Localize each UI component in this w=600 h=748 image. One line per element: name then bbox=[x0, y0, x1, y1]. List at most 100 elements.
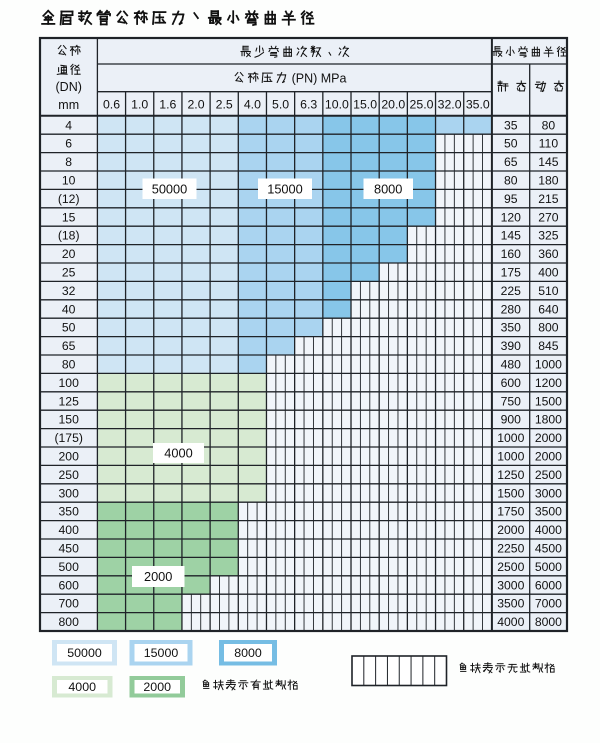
svg-text:400: 400 bbox=[59, 523, 80, 537]
svg-text:1.0: 1.0 bbox=[131, 98, 148, 112]
svg-text:500: 500 bbox=[59, 560, 80, 574]
svg-text:4500: 4500 bbox=[535, 542, 562, 556]
svg-text:2250: 2250 bbox=[497, 542, 524, 556]
svg-text:300: 300 bbox=[59, 486, 80, 500]
svg-text:4: 4 bbox=[65, 118, 72, 132]
svg-text:7000: 7000 bbox=[535, 597, 562, 611]
svg-text:6: 6 bbox=[65, 137, 72, 151]
svg-text:640: 640 bbox=[538, 302, 559, 316]
svg-text:2000: 2000 bbox=[535, 431, 562, 445]
svg-text:1750: 1750 bbox=[497, 505, 524, 519]
svg-text:50: 50 bbox=[62, 321, 76, 335]
svg-text:270: 270 bbox=[538, 210, 559, 224]
svg-text:3000: 3000 bbox=[535, 486, 562, 500]
svg-text:225: 225 bbox=[501, 284, 522, 298]
svg-text:32.0: 32.0 bbox=[438, 98, 462, 112]
svg-text:350: 350 bbox=[501, 321, 522, 335]
svg-text:15000: 15000 bbox=[267, 181, 303, 196]
svg-text:15: 15 bbox=[62, 210, 76, 224]
svg-text:1500: 1500 bbox=[497, 486, 524, 500]
svg-text:0.6: 0.6 bbox=[103, 98, 120, 112]
svg-text:20.0: 20.0 bbox=[381, 98, 405, 112]
svg-text:2500: 2500 bbox=[497, 560, 524, 574]
svg-text:1500: 1500 bbox=[535, 394, 562, 408]
svg-text:80: 80 bbox=[542, 118, 556, 132]
svg-text:(12): (12) bbox=[58, 192, 80, 206]
svg-text:390: 390 bbox=[501, 339, 522, 353]
svg-text:2.5: 2.5 bbox=[216, 98, 233, 112]
svg-text:5000: 5000 bbox=[535, 560, 562, 574]
svg-text:15.0: 15.0 bbox=[353, 98, 377, 112]
svg-text:8000: 8000 bbox=[374, 181, 402, 196]
svg-text:4000: 4000 bbox=[535, 523, 562, 537]
svg-text:360: 360 bbox=[538, 247, 559, 261]
svg-text:65: 65 bbox=[62, 339, 76, 353]
svg-text:(18): (18) bbox=[58, 229, 80, 243]
svg-text:10: 10 bbox=[62, 174, 76, 188]
svg-text:20: 20 bbox=[62, 247, 76, 261]
svg-text:6000: 6000 bbox=[535, 578, 562, 592]
svg-text:15000: 15000 bbox=[144, 646, 179, 660]
svg-text:325: 325 bbox=[538, 229, 559, 243]
svg-text:2000: 2000 bbox=[144, 569, 172, 584]
svg-text:1250: 1250 bbox=[497, 468, 524, 482]
svg-text:25: 25 bbox=[62, 266, 76, 280]
svg-text:80: 80 bbox=[504, 174, 518, 188]
svg-text:32: 32 bbox=[62, 284, 76, 298]
svg-text:700: 700 bbox=[59, 597, 80, 611]
svg-text:4000: 4000 bbox=[68, 680, 96, 694]
svg-text:845: 845 bbox=[538, 339, 559, 353]
svg-text:(DN): (DN) bbox=[56, 80, 82, 94]
svg-text:2.0: 2.0 bbox=[187, 98, 204, 112]
svg-text:2000: 2000 bbox=[497, 523, 524, 537]
svg-text:35: 35 bbox=[504, 118, 518, 132]
svg-text:2500: 2500 bbox=[535, 468, 562, 482]
svg-text:50: 50 bbox=[504, 137, 518, 151]
svg-text:215: 215 bbox=[538, 192, 559, 206]
svg-text:8: 8 bbox=[65, 155, 72, 169]
svg-text:175: 175 bbox=[501, 266, 522, 280]
svg-text:1000: 1000 bbox=[497, 431, 524, 445]
svg-text:480: 480 bbox=[501, 358, 522, 372]
svg-text:1200: 1200 bbox=[535, 376, 562, 390]
svg-text:1000: 1000 bbox=[535, 358, 562, 372]
svg-text:50000: 50000 bbox=[152, 181, 188, 196]
svg-text:4.0: 4.0 bbox=[244, 98, 261, 112]
svg-text:150: 150 bbox=[59, 413, 80, 427]
svg-text:800: 800 bbox=[538, 321, 559, 335]
svg-text:65: 65 bbox=[504, 155, 518, 169]
svg-text:5.0: 5.0 bbox=[272, 98, 289, 112]
svg-text:(175): (175) bbox=[54, 431, 82, 445]
svg-text:8000: 8000 bbox=[234, 646, 262, 660]
svg-text:40: 40 bbox=[62, 302, 76, 316]
svg-text:110: 110 bbox=[539, 137, 559, 151]
svg-text:800: 800 bbox=[59, 615, 80, 629]
svg-text:1000: 1000 bbox=[497, 450, 524, 464]
svg-text:2000: 2000 bbox=[535, 450, 562, 464]
svg-text:120: 120 bbox=[501, 210, 522, 224]
svg-text:3500: 3500 bbox=[497, 597, 524, 611]
svg-text:2000: 2000 bbox=[143, 680, 171, 694]
svg-text:600: 600 bbox=[501, 376, 522, 390]
svg-text:1800: 1800 bbox=[535, 413, 562, 427]
svg-text:35.0: 35.0 bbox=[466, 98, 490, 112]
svg-text:4000: 4000 bbox=[497, 615, 524, 629]
svg-text:200: 200 bbox=[59, 450, 80, 464]
svg-text:6.3: 6.3 bbox=[300, 98, 317, 112]
svg-text:10.0: 10.0 bbox=[325, 98, 349, 112]
svg-text:750: 750 bbox=[501, 394, 522, 408]
svg-text:510: 510 bbox=[538, 284, 559, 298]
svg-text:350: 350 bbox=[59, 505, 80, 519]
svg-text:mm: mm bbox=[58, 98, 79, 112]
svg-text:600: 600 bbox=[59, 578, 80, 592]
svg-text:50000: 50000 bbox=[67, 646, 102, 660]
svg-text:250: 250 bbox=[59, 468, 80, 482]
svg-text:450: 450 bbox=[59, 542, 80, 556]
svg-text:25.0: 25.0 bbox=[410, 98, 434, 112]
svg-text:145: 145 bbox=[501, 229, 522, 243]
svg-text:3500: 3500 bbox=[535, 505, 562, 519]
svg-text:8000: 8000 bbox=[535, 615, 562, 629]
svg-text:180: 180 bbox=[538, 174, 559, 188]
svg-text:95: 95 bbox=[504, 192, 518, 206]
svg-text:400: 400 bbox=[538, 266, 559, 280]
